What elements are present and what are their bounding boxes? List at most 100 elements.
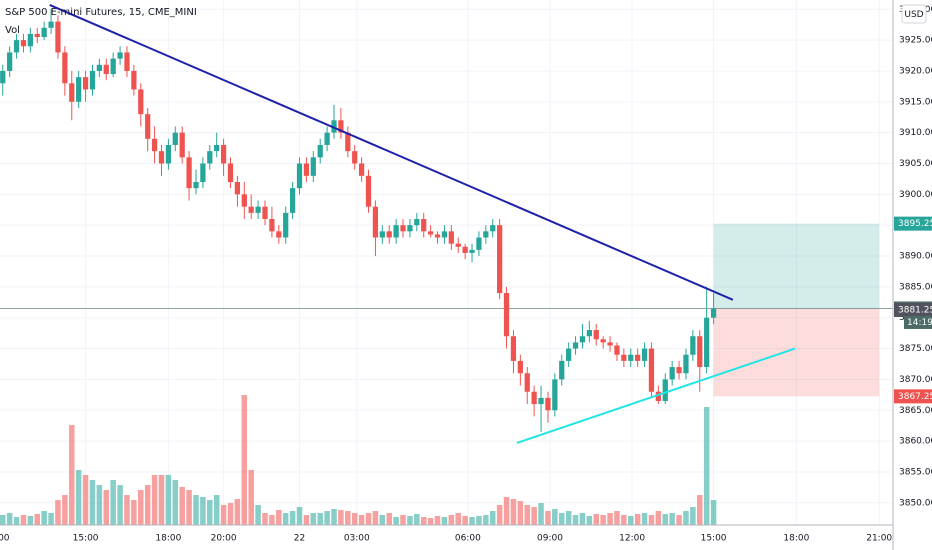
candle-body bbox=[448, 231, 454, 244]
candle-body bbox=[655, 391, 661, 401]
candle-body bbox=[41, 27, 47, 38]
volume-bar bbox=[124, 495, 130, 525]
candle-body bbox=[310, 157, 316, 176]
candle-body bbox=[138, 89, 144, 115]
candle-body bbox=[82, 77, 89, 90]
candle-body bbox=[434, 234, 441, 238]
volume-bar bbox=[186, 490, 192, 525]
countdown-box bbox=[904, 315, 932, 329]
candle-body bbox=[345, 132, 351, 152]
volume-bar bbox=[496, 505, 503, 525]
candle-body bbox=[476, 237, 482, 250]
volume-bar bbox=[248, 470, 254, 525]
candle-body bbox=[200, 163, 206, 182]
candle-body bbox=[462, 246, 468, 253]
x-tick-label: 21:00 bbox=[866, 534, 892, 544]
candle-body bbox=[151, 138, 158, 152]
candle-body bbox=[552, 379, 558, 411]
volume-bar bbox=[324, 511, 330, 525]
candle-body bbox=[207, 151, 213, 164]
candle-body bbox=[400, 225, 406, 232]
candle-body bbox=[628, 354, 634, 361]
candle-body bbox=[414, 219, 420, 226]
candle-body bbox=[62, 52, 68, 84]
volume-bar bbox=[172, 480, 179, 525]
volume-bar bbox=[6, 513, 13, 525]
profit-zone bbox=[713, 223, 880, 309]
volume-bar bbox=[621, 515, 627, 525]
volume-bar bbox=[400, 515, 406, 525]
volume-bar bbox=[572, 515, 579, 525]
volume-bar bbox=[296, 507, 303, 525]
volume-bar bbox=[262, 513, 268, 525]
candle-body bbox=[20, 40, 27, 47]
volume-bar bbox=[545, 511, 551, 525]
volume-bar bbox=[220, 505, 227, 525]
x-tick-label: 18:00 bbox=[783, 534, 809, 544]
price-tag bbox=[894, 216, 932, 231]
volume-bar bbox=[62, 495, 68, 525]
volume-bar bbox=[641, 513, 648, 525]
volume-bar bbox=[193, 495, 199, 525]
candle-body bbox=[55, 21, 61, 53]
candle-body bbox=[96, 64, 102, 71]
trend-line bbox=[49, 4, 734, 301]
candle-body bbox=[441, 231, 448, 238]
candle-body bbox=[524, 373, 530, 392]
volume-bar bbox=[13, 517, 20, 525]
volume-bar bbox=[200, 497, 206, 525]
volume-bar bbox=[276, 510, 282, 525]
volume-bar bbox=[552, 509, 558, 525]
currency[interactable]: USD bbox=[904, 10, 923, 20]
volume-bar bbox=[448, 515, 455, 525]
candle-body bbox=[379, 231, 385, 238]
price-tag bbox=[894, 389, 932, 404]
x-tick-label: 15:00 bbox=[73, 534, 99, 544]
volume-bar bbox=[690, 507, 696, 525]
y-tick-label: 3920.00 bbox=[899, 66, 932, 76]
volume-bar bbox=[358, 515, 365, 525]
candle-body bbox=[372, 206, 379, 238]
volume-bar bbox=[96, 485, 103, 525]
candle-body bbox=[669, 367, 675, 380]
candle-body bbox=[110, 58, 116, 75]
currency-box[interactable] bbox=[901, 4, 927, 24]
candle-body bbox=[635, 354, 641, 361]
candle-body bbox=[503, 293, 510, 337]
volume-bar bbox=[558, 513, 565, 525]
volume-bar bbox=[627, 516, 634, 525]
candle-body bbox=[103, 64, 109, 75]
candle-body bbox=[559, 360, 565, 380]
candle-body bbox=[303, 163, 310, 176]
candle-body bbox=[469, 249, 475, 253]
volume-label: Vol bbox=[5, 25, 20, 36]
candle-body bbox=[566, 348, 572, 361]
volume-bar bbox=[138, 490, 144, 525]
volume-bar bbox=[207, 500, 213, 525]
y-tick-label: 3925.00 bbox=[899, 36, 932, 46]
volume-bar bbox=[579, 513, 586, 525]
volume-bar bbox=[48, 513, 54, 525]
volume-bar bbox=[282, 513, 289, 525]
volume-bar bbox=[317, 513, 323, 525]
volume-bar bbox=[441, 517, 448, 525]
volume-bar bbox=[213, 495, 220, 525]
candle-body bbox=[145, 114, 151, 139]
candle-body bbox=[572, 342, 579, 349]
volume-bar bbox=[469, 517, 475, 525]
volume-bar bbox=[565, 511, 572, 525]
volume-bar bbox=[158, 475, 165, 525]
volume-bar bbox=[75, 470, 82, 525]
candle-body bbox=[510, 336, 517, 361]
volume-bar bbox=[289, 511, 296, 525]
volume-bar bbox=[434, 516, 441, 525]
volume-bar bbox=[27, 516, 34, 525]
volume-bar bbox=[524, 505, 531, 525]
volume-bar bbox=[351, 513, 358, 525]
candle-body bbox=[490, 225, 496, 232]
y-tick-label: 3860.00 bbox=[899, 437, 932, 447]
candle-body bbox=[614, 345, 620, 355]
candle-body bbox=[455, 243, 461, 247]
candle-body bbox=[262, 206, 268, 220]
